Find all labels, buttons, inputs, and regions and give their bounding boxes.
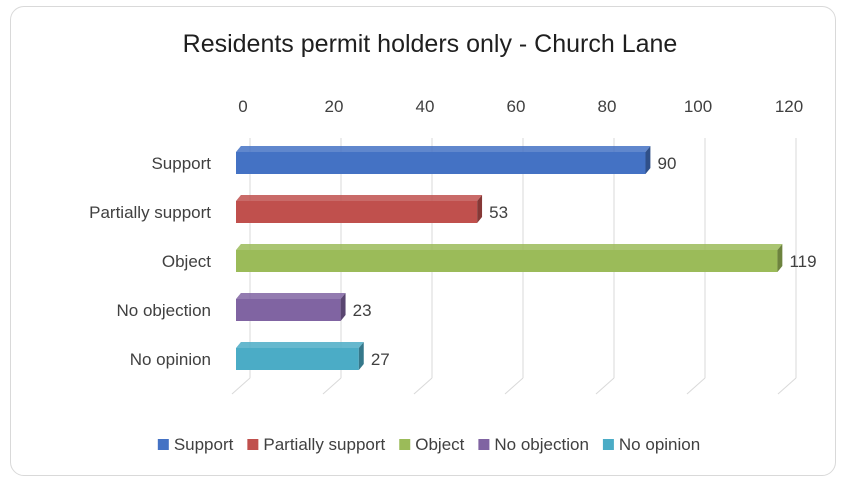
legend-swatch bbox=[247, 439, 259, 450]
legend-label: Support bbox=[174, 435, 234, 454]
x-tick-label: 100 bbox=[684, 97, 712, 116]
x-tick-label: 0 bbox=[238, 97, 247, 116]
bar-top-face bbox=[236, 293, 346, 299]
x-tick-label: 40 bbox=[416, 97, 435, 116]
bar-end-face bbox=[358, 342, 364, 370]
bar-front-face bbox=[236, 201, 478, 223]
bar-top-face bbox=[236, 195, 483, 201]
bar-partially-support bbox=[236, 195, 483, 223]
category-label: Support bbox=[151, 154, 211, 173]
x-axis-ticks: 0 20 40 60 80 100 120 bbox=[238, 97, 803, 116]
bar-top-face bbox=[236, 244, 783, 250]
category-labels: Support Partially support Object No objecti… bbox=[89, 154, 211, 369]
legend: Support Partially support Object No objecti… bbox=[157, 435, 700, 454]
legend-label: No objection bbox=[494, 435, 589, 454]
category-label: Object bbox=[162, 252, 211, 271]
legend-item: No objection bbox=[478, 435, 589, 454]
floor-gridline bbox=[686, 377, 706, 395]
bar-front-face bbox=[236, 348, 359, 370]
bar-end-face bbox=[777, 244, 783, 272]
legend-item: No opinion bbox=[602, 435, 700, 454]
bar-object bbox=[236, 244, 783, 272]
chart-frame bbox=[10, 6, 836, 476]
legend-label: Object bbox=[415, 435, 464, 454]
legend-label: Partially support bbox=[263, 435, 385, 454]
bar-no-opinion bbox=[236, 342, 364, 370]
data-label: 27 bbox=[371, 350, 390, 369]
data-label: 23 bbox=[353, 301, 372, 320]
x-tick-label: 60 bbox=[507, 97, 526, 116]
x-tick-label: 20 bbox=[325, 97, 344, 116]
bar-front-face bbox=[236, 250, 778, 272]
data-labels: 90 53 119 23 27 bbox=[353, 154, 817, 369]
floor-gridline bbox=[231, 377, 251, 395]
legend-item: Object bbox=[399, 435, 465, 454]
legend-swatch bbox=[157, 439, 169, 450]
bar-front-face bbox=[236, 299, 341, 321]
floor-gridline bbox=[595, 377, 615, 395]
legend-swatch bbox=[602, 439, 614, 450]
floor-gridline bbox=[504, 377, 524, 395]
bar-support bbox=[236, 146, 651, 174]
legend-swatch bbox=[399, 439, 411, 450]
legend-swatch bbox=[478, 439, 490, 450]
category-label: Partially support bbox=[89, 203, 211, 222]
data-label: 119 bbox=[789, 252, 816, 271]
x-tick-label: 120 bbox=[775, 97, 803, 116]
bar-top-face bbox=[236, 146, 651, 152]
bar-end-face bbox=[477, 195, 483, 223]
data-label: 53 bbox=[489, 203, 508, 222]
legend-item: Support bbox=[157, 435, 234, 454]
bar-no-objection bbox=[236, 293, 346, 321]
x-tick-label: 80 bbox=[598, 97, 617, 116]
data-label: 90 bbox=[658, 154, 677, 173]
legend-label: No opinion bbox=[619, 435, 700, 454]
legend-item: Partially support bbox=[247, 435, 386, 454]
floor-gridline bbox=[413, 377, 433, 395]
bar-front-face bbox=[236, 152, 646, 174]
bar-end-face bbox=[340, 293, 346, 321]
floor-gridline bbox=[322, 377, 342, 395]
chart-title: Residents permit holders only - Church L… bbox=[183, 30, 678, 58]
floor-gridline bbox=[777, 377, 797, 395]
bar-top-face bbox=[236, 342, 364, 348]
bars bbox=[236, 146, 783, 370]
bar-end-face bbox=[645, 146, 651, 174]
category-label: No objection bbox=[116, 301, 211, 320]
category-label: No opinion bbox=[130, 350, 211, 369]
